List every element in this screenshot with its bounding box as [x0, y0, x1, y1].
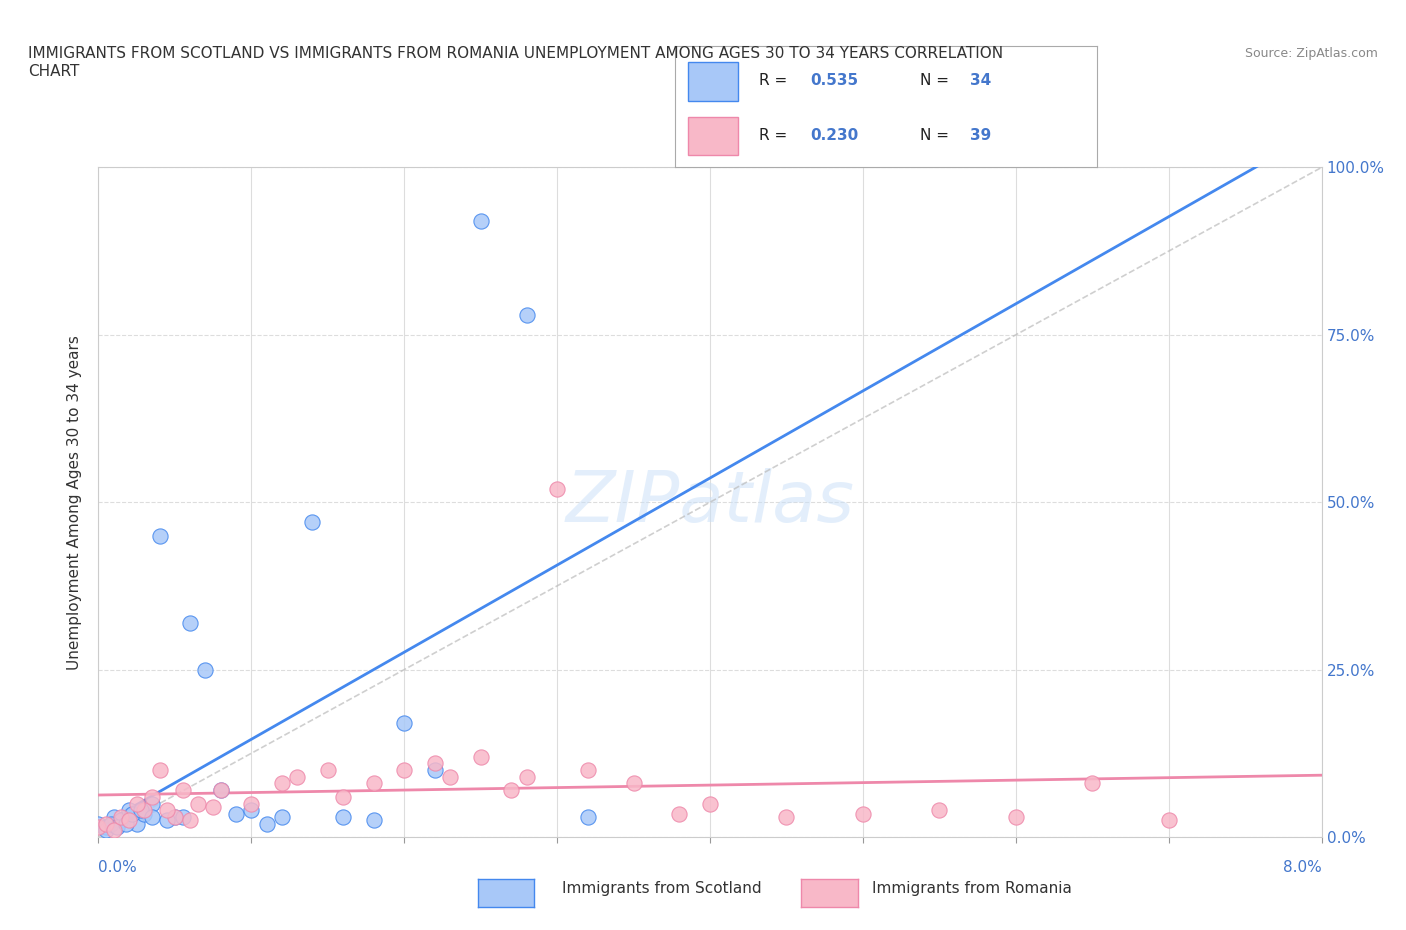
Point: [270, 776, 294, 790]
Point: [149, 763, 172, 777]
Point: [94, 823, 117, 838]
Text: Immigrants from Scotland: Immigrants from Scotland: [562, 881, 762, 896]
Point: [1157, 813, 1180, 828]
Point: [172, 809, 194, 824]
Text: 8.0%: 8.0%: [1282, 860, 1322, 875]
Point: [141, 809, 163, 824]
Point: [576, 809, 599, 824]
Point: [332, 790, 354, 804]
Point: [332, 809, 354, 824]
Point: [515, 769, 537, 784]
Point: [240, 803, 263, 817]
FancyBboxPatch shape: [688, 116, 738, 155]
Point: [105, 819, 128, 834]
Point: [363, 813, 385, 828]
Point: [194, 662, 217, 677]
Point: [172, 783, 194, 798]
Point: [129, 803, 152, 817]
Point: [209, 783, 232, 798]
Point: [94, 817, 117, 831]
Point: [202, 800, 225, 815]
Point: [392, 716, 416, 731]
Text: 34: 34: [970, 73, 991, 87]
Point: [115, 817, 138, 831]
FancyBboxPatch shape: [688, 62, 738, 101]
Point: [668, 806, 690, 821]
Point: [149, 528, 172, 543]
Point: [179, 616, 201, 631]
Point: [156, 813, 179, 828]
Text: IMMIGRANTS FROM SCOTLAND VS IMMIGRANTS FROM ROMANIA UNEMPLOYMENT AMONG AGES 30 T: IMMIGRANTS FROM SCOTLAND VS IMMIGRANTS F…: [28, 46, 1004, 79]
Point: [240, 796, 263, 811]
Point: [134, 806, 156, 821]
Point: [103, 809, 125, 824]
Point: [423, 763, 446, 777]
Point: [163, 809, 186, 824]
Point: [1004, 809, 1026, 824]
Point: [270, 809, 294, 824]
Point: [775, 809, 797, 824]
Point: [515, 307, 537, 322]
Point: [125, 817, 148, 831]
Point: [256, 817, 278, 831]
Point: [470, 750, 492, 764]
Text: Source: ZipAtlas.com: Source: ZipAtlas.com: [1244, 46, 1378, 60]
Point: [928, 803, 950, 817]
Point: [285, 769, 308, 784]
Point: [118, 813, 141, 828]
Point: [1081, 776, 1104, 790]
Text: ZIPatlas: ZIPatlas: [565, 468, 855, 537]
Y-axis label: Unemployment Among Ages 30 to 34 years: Unemployment Among Ages 30 to 34 years: [67, 335, 83, 670]
Point: [623, 776, 645, 790]
Point: [301, 515, 323, 530]
Point: [179, 813, 201, 828]
Text: 39: 39: [970, 128, 991, 143]
Point: [141, 796, 163, 811]
Point: [852, 806, 875, 821]
Point: [87, 819, 110, 834]
Point: [363, 776, 385, 790]
Text: 0.535: 0.535: [810, 73, 858, 87]
Point: [392, 763, 416, 777]
Point: [546, 482, 568, 497]
Text: N =: N =: [920, 73, 953, 87]
Text: Immigrants from Romania: Immigrants from Romania: [872, 881, 1071, 896]
Text: R =: R =: [759, 73, 793, 87]
Point: [125, 796, 148, 811]
Point: [439, 769, 461, 784]
Point: [141, 790, 163, 804]
Point: [187, 796, 209, 811]
Point: [576, 763, 599, 777]
Point: [163, 809, 186, 824]
Point: [209, 783, 232, 798]
Point: [87, 817, 110, 831]
Point: [110, 813, 132, 828]
Point: [103, 823, 125, 838]
Point: [699, 796, 721, 811]
Point: [121, 806, 143, 821]
Point: [501, 783, 523, 798]
Point: [225, 806, 247, 821]
Point: [134, 803, 156, 817]
Point: [156, 803, 179, 817]
Point: [110, 809, 132, 824]
Text: R =: R =: [759, 128, 793, 143]
Point: [100, 817, 122, 831]
Text: 0.0%: 0.0%: [98, 860, 138, 875]
Point: [118, 803, 141, 817]
Point: [470, 214, 492, 229]
Point: [423, 756, 446, 771]
Text: N =: N =: [920, 128, 953, 143]
Text: 0.230: 0.230: [810, 128, 858, 143]
Point: [316, 763, 339, 777]
Point: [94, 819, 117, 834]
